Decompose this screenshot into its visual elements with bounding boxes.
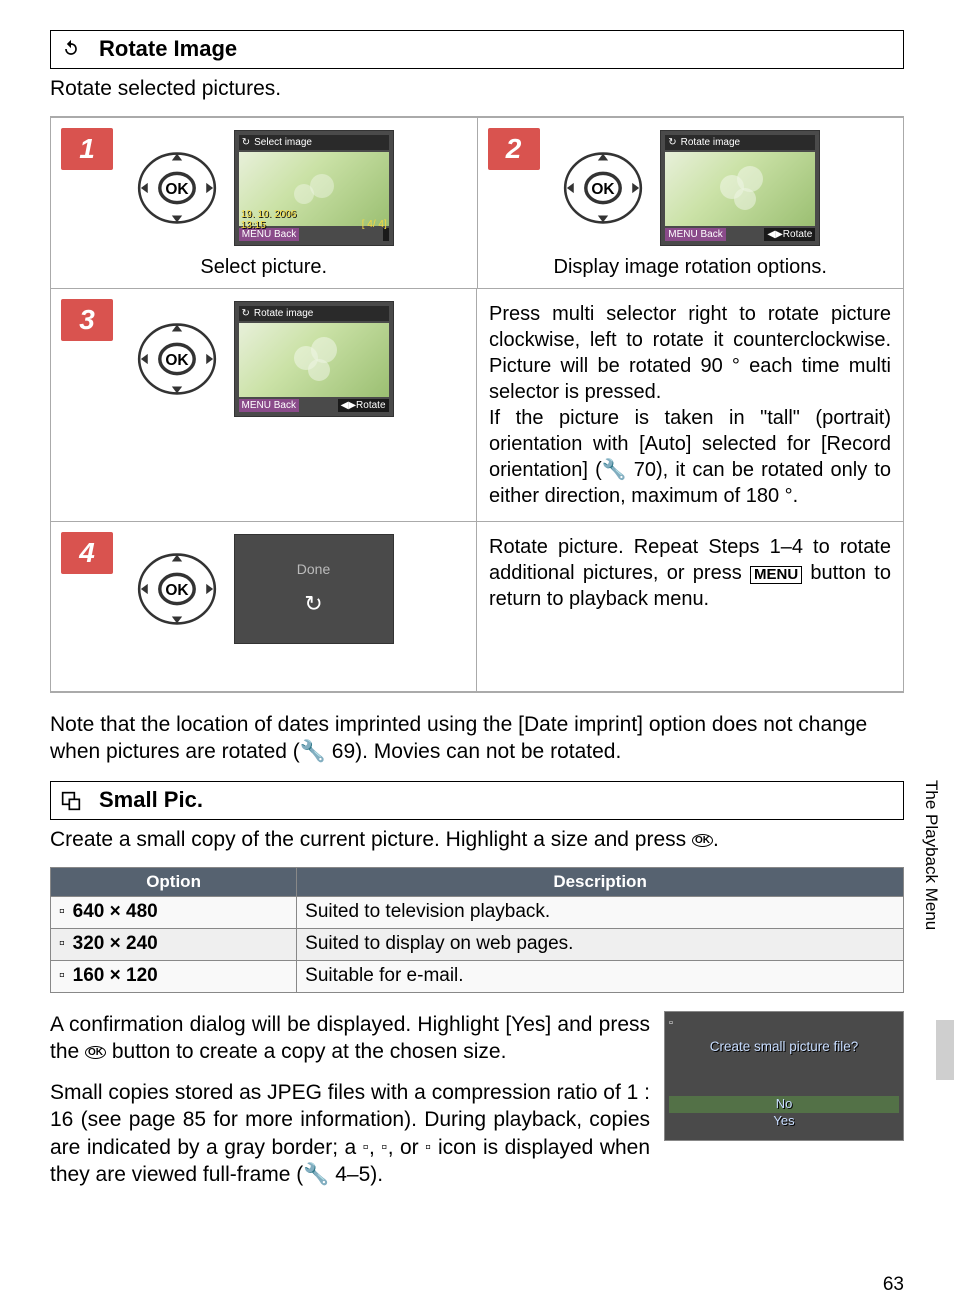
lcd-done: Done ↻ (234, 534, 394, 644)
lcd-preview: ↻Rotate image MENU Back◀▶Rotate (234, 301, 394, 417)
rotate-intro: Rotate selected pictures. (50, 75, 904, 102)
small-pic-icon (61, 791, 81, 811)
dialog-option-no: No (669, 1096, 899, 1113)
svg-text:OK: OK (165, 582, 189, 599)
small-pic-title: Small Pic. (99, 786, 203, 815)
size-icon: ▫ (59, 902, 65, 923)
dialog-question: Create small picture file? (669, 1038, 899, 1056)
multi-selector-icon: OK (560, 145, 646, 231)
multi-selector-icon: OK (134, 546, 220, 632)
rotate-steps: 1 OK ↻Select image 19. 10. 200613:15 [ 4… (50, 116, 904, 693)
step-text: Rotate picture. Repeat Steps 1–4 to rota… (477, 522, 903, 691)
multi-selector-icon: OK (134, 316, 220, 402)
page-ref-icon: 🔧 (303, 1161, 329, 1188)
side-tab-marker (936, 1020, 954, 1080)
lcd-rotate-mini-icon: ↻ (242, 136, 250, 149)
side-tab-label: The Playback Menu (920, 780, 942, 930)
svg-text:OK: OK (592, 181, 616, 198)
table-header-option: Option (51, 868, 297, 897)
lcd-preview: ↻Select image 19. 10. 200613:15 [ 4/ 4] … (234, 130, 394, 246)
lcd-rotate-mini-icon: ↻ (668, 136, 676, 149)
step-caption: Display image rotation options. (554, 254, 827, 280)
ok-button-glyph: OK (85, 1046, 106, 1059)
small-pic-intro: Create a small copy of the current pictu… (50, 826, 904, 853)
copy-icon: ▫ (381, 1139, 387, 1156)
page-ref-icon: 🔧 (602, 457, 627, 483)
step-cell: 1 OK ↻Select image 19. 10. 200613:15 [ 4… (51, 118, 478, 288)
size-icon: ▫ (59, 934, 65, 955)
table-row: ▫640 × 480 Suited to television playback… (51, 897, 904, 929)
multi-selector-icon: OK (134, 145, 220, 231)
lcd-preview: ↻Rotate image MENU Back◀▶Rotate (660, 130, 820, 246)
dialog-option-yes: Yes (669, 1113, 899, 1130)
table-row: ▫320 × 240 Suited to display on web page… (51, 929, 904, 961)
step-cell: 4 OK Done ↻ (51, 522, 477, 691)
svg-text:OK: OK (165, 181, 189, 198)
copy-icon: ▫ (425, 1139, 431, 1156)
step-caption: Select picture. (200, 254, 327, 280)
lcd-rotate-mini-icon: ↻ (242, 307, 250, 320)
rotate-section-header: Rotate Image (50, 30, 904, 69)
rotate-section-title: Rotate Image (99, 35, 237, 64)
small-pic-body: A confirmation dialog will be displayed.… (50, 1011, 650, 1203)
step-number: 2 (488, 128, 540, 170)
small-pic-section-header: Small Pic. (50, 781, 904, 820)
ok-button-glyph: OK (692, 834, 713, 847)
step-number: 4 (61, 532, 113, 574)
page-number: 63 (883, 1273, 904, 1298)
rotate-done-icon: ↻ (304, 590, 322, 619)
step-number: 3 (61, 299, 113, 341)
step-cell: 3 OK ↻Rotate image MENU Back◀▶Rotate (51, 289, 477, 521)
table-row: ▫160 × 120 Suitable for e-mail. (51, 960, 904, 992)
step-text: Press multi selector right to rotate pic… (477, 289, 903, 521)
dialog-corner-icon: ▫ (669, 1016, 899, 1030)
size-icon: ▫ (59, 966, 65, 987)
confirm-dialog: ▫ Create small picture file? No Yes (664, 1011, 904, 1141)
step-number: 1 (61, 128, 113, 170)
page-ref-icon: 🔧 (300, 738, 326, 765)
rotate-icon (61, 39, 81, 59)
menu-button-glyph: MENU (750, 566, 802, 585)
table-header-description: Description (297, 868, 904, 897)
step-cell: 2 OK ↻Rotate image MENU Back◀▶Rotate Dis… (478, 118, 904, 288)
copy-icon: ▫ (363, 1139, 369, 1156)
rotate-note: Note that the location of dates imprinte… (50, 711, 904, 766)
small-pic-options-table: Option Description ▫640 × 480 Suited to … (50, 867, 904, 992)
svg-text:OK: OK (165, 352, 189, 369)
